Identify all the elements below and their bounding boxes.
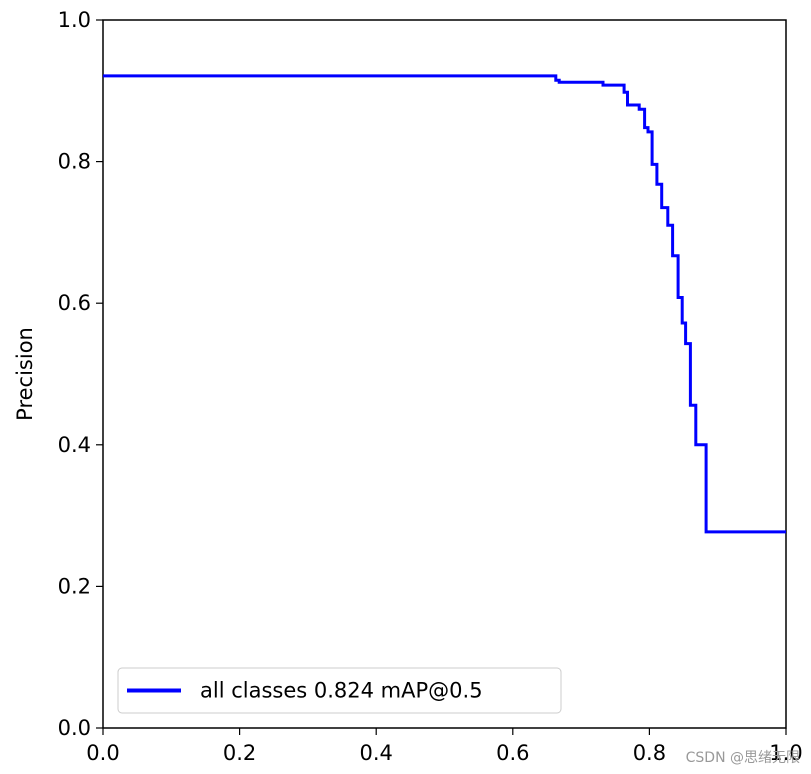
y-tick-label: 0.6 (58, 291, 91, 315)
y-tick-label: 1.0 (58, 8, 91, 32)
plot-area (102, 19, 787, 729)
x-tick-label: 0.2 (223, 741, 256, 765)
watermark-text: CSDN @思绪无限 (686, 750, 800, 766)
x-tick-label: 0.0 (86, 741, 119, 765)
x-tick-label: 0.6 (496, 741, 529, 765)
curve-layer (103, 74, 786, 534)
series-line-0 (103, 74, 786, 534)
x-tick-label: 1.0 (769, 741, 802, 765)
y-axis-ticks: 0.0 0.2 0.4 0.6 0.8 1.0 (58, 8, 103, 740)
x-tick-label: 0.4 (359, 741, 392, 765)
y-axis-label: Precision (13, 327, 37, 421)
plot-frame (102, 19, 787, 729)
x-tick-label: 0.8 (633, 741, 666, 765)
y-tick-label: 0.8 (58, 150, 91, 174)
legend: all classes 0.824 mAP@0.5 (117, 667, 562, 714)
x-axis-ticks: 0.0 0.2 0.4 0.6 0.8 1.0 (86, 728, 803, 765)
y-tick-label: 0.0 (58, 716, 91, 740)
y-tick-label: 0.4 (58, 433, 91, 457)
legend-label: all classes 0.824 mAP@0.5 (200, 679, 483, 703)
y-tick-label: 0.2 (58, 574, 91, 598)
legend-box (117, 667, 562, 714)
